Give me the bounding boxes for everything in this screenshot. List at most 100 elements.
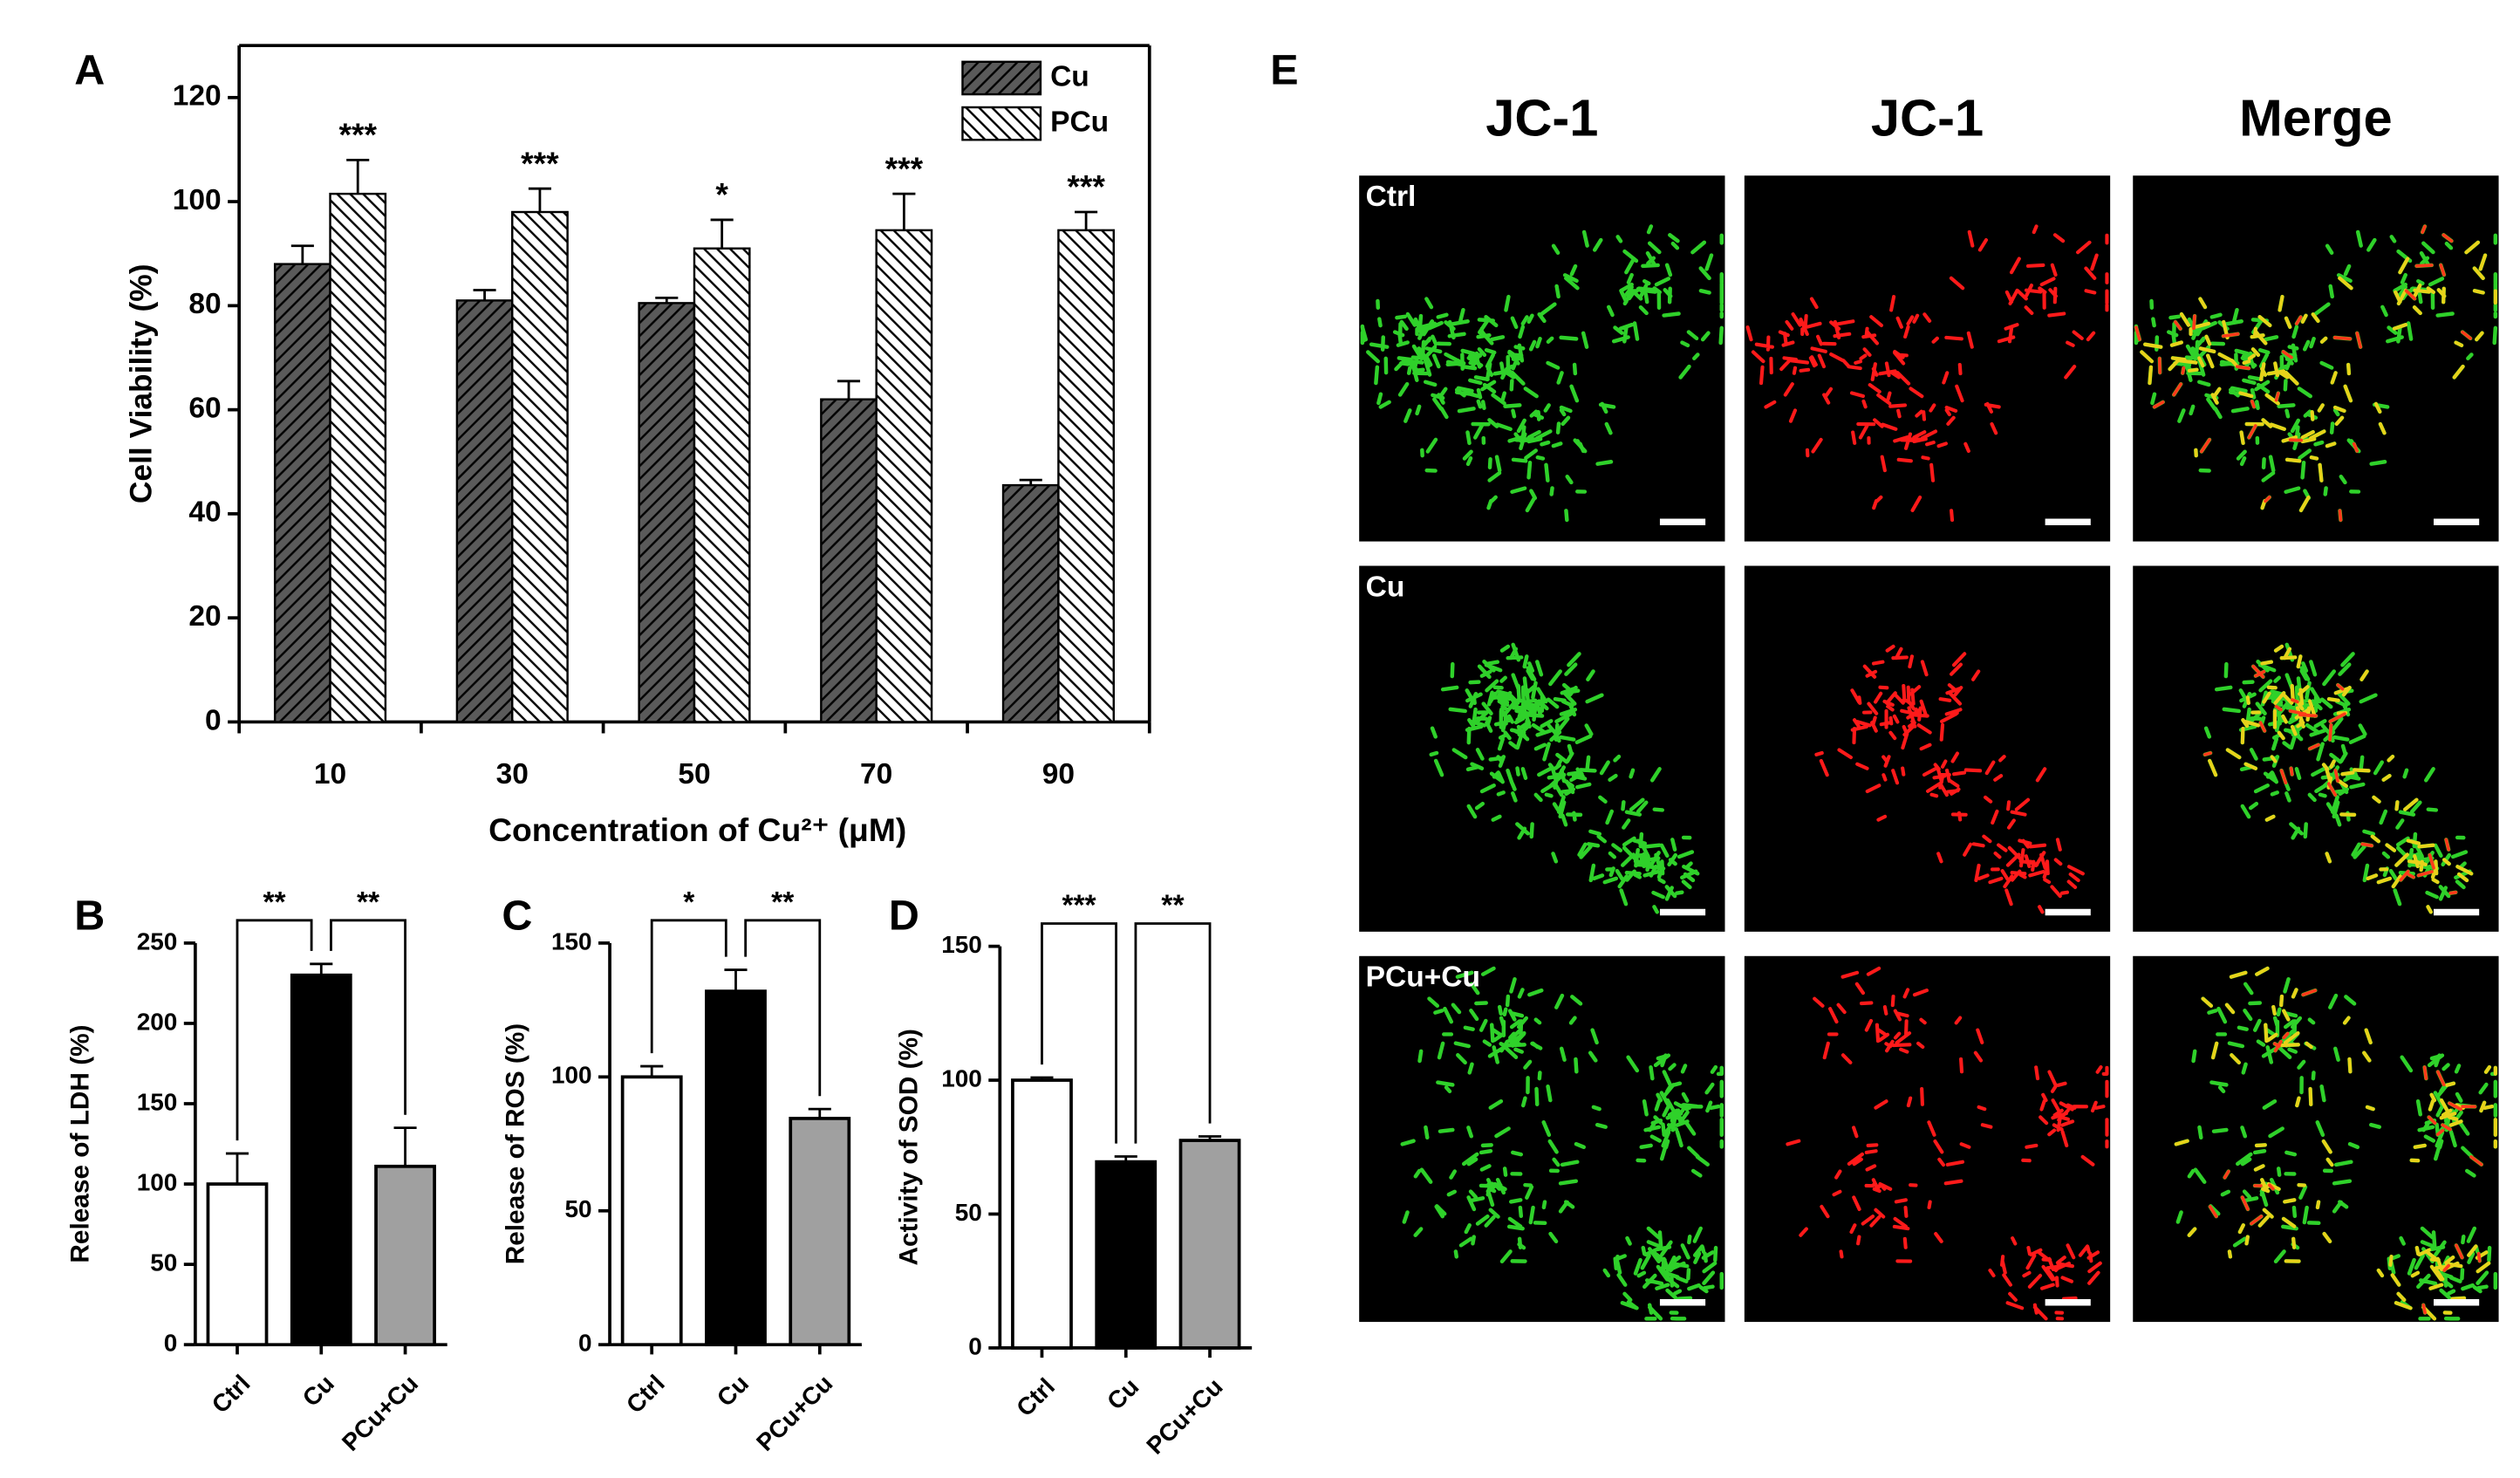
significance-label: *** — [885, 150, 924, 187]
error-bar — [837, 380, 861, 400]
x-tick-label: 90 — [1042, 758, 1075, 790]
y-tick-label: 100 — [941, 1064, 982, 1091]
y-tick-label: 80 — [188, 288, 221, 320]
micrograph — [1744, 565, 2111, 932]
x-tick-label: Ctrl — [207, 1370, 256, 1419]
significance-bracket — [330, 919, 406, 1115]
x-tick-label: Ctrl — [621, 1370, 670, 1419]
legend-label: PCu — [1050, 106, 1109, 138]
error-bar — [528, 187, 551, 213]
significance-bracket — [1041, 922, 1117, 1144]
y-axis-label: Activity of SOD (%) — [895, 1029, 924, 1266]
x-tick-label: 30 — [496, 758, 529, 790]
error-bar — [310, 962, 333, 975]
y-tick-label: 20 — [188, 600, 221, 633]
error-bar — [892, 192, 916, 230]
error-bar — [655, 297, 679, 304]
y-tick-label: 150 — [941, 931, 982, 958]
bar — [875, 229, 933, 723]
x-tick-label: PCu+Cu — [751, 1370, 837, 1456]
bar — [511, 210, 569, 723]
error-bar — [1030, 1076, 1054, 1081]
mitochondria-red — [2202, 664, 2458, 895]
significance-bracket — [744, 919, 822, 1097]
error-bar — [1114, 1155, 1137, 1162]
error-bar — [640, 1064, 664, 1078]
mitochondria-red — [2134, 224, 2472, 522]
legend-swatch — [961, 106, 1042, 141]
significance-bracket — [236, 919, 313, 1141]
error-bar — [225, 1152, 249, 1185]
mitochondria-merge — [2174, 966, 2497, 1321]
y-tick-label: 0 — [205, 704, 222, 736]
mitochondria-red — [1786, 966, 2109, 1321]
significance-label: * — [715, 176, 728, 213]
bar — [455, 299, 514, 723]
mitochondria-red — [1814, 644, 2085, 914]
y-tick-label: 50 — [564, 1195, 591, 1222]
significance-label: * — [683, 886, 695, 919]
y-tick-label: 60 — [188, 392, 221, 424]
bar — [789, 1117, 851, 1347]
y-tick-label: 150 — [137, 1088, 178, 1115]
mitochondria-merge — [2140, 240, 2497, 513]
x-tick-label: Cu — [712, 1370, 754, 1412]
column-title: JC-1 — [1871, 89, 1984, 147]
bar — [1011, 1078, 1073, 1350]
bar — [290, 973, 352, 1347]
significance-label: ** — [263, 886, 286, 919]
error-bar — [473, 289, 496, 301]
y-axis-label: Cell Viability (%) — [124, 263, 159, 503]
y-tick-label: 100 — [173, 184, 222, 216]
y-tick-label: 100 — [137, 1168, 178, 1195]
y-tick-label: 250 — [137, 927, 178, 955]
bar — [329, 192, 387, 723]
error-bar — [1198, 1135, 1222, 1141]
y-axis-label: Release of ROS (%) — [502, 1023, 530, 1265]
y-tick-label: 200 — [137, 1008, 178, 1035]
significance-label: *** — [1062, 890, 1096, 922]
x-tick-label: PCu+Cu — [1141, 1372, 1227, 1459]
error-bar — [808, 1107, 831, 1119]
significance-label: *** — [521, 145, 559, 181]
bar — [206, 1182, 269, 1347]
error-bar — [346, 158, 370, 195]
significance-label: ** — [1161, 890, 1185, 922]
row-label: Cu — [1366, 571, 1405, 603]
y-tick-label: 0 — [164, 1330, 178, 1357]
bar — [1095, 1160, 1158, 1350]
x-axis-label: Concentration of Cu²⁺ (μM) — [488, 811, 906, 848]
bar — [693, 247, 751, 723]
row-label: PCu+Cu — [1366, 961, 1480, 994]
error-bar — [724, 968, 748, 992]
panel-letter: E — [1270, 47, 1298, 94]
significance-bracket — [1134, 922, 1212, 1144]
error-bar — [1019, 478, 1042, 486]
panel-letter: C — [502, 893, 532, 940]
error-bar — [1075, 210, 1098, 230]
mitochondria-red — [1745, 224, 2109, 523]
mitochondria-green — [1400, 966, 1724, 1321]
significance-label: *** — [1067, 168, 1105, 205]
x-tick-label: 10 — [314, 758, 346, 790]
y-tick-label: 150 — [551, 927, 592, 955]
significance-bracket — [650, 919, 727, 1054]
significance-label: ** — [357, 886, 380, 919]
column-title: JC-1 — [1485, 89, 1598, 147]
micrograph — [1744, 175, 2111, 542]
row-label: Ctrl — [1366, 181, 1417, 213]
x-tick-label: 50 — [678, 758, 710, 790]
legend-swatch — [961, 60, 1042, 96]
panel-letter: B — [74, 893, 105, 940]
panel-letter: A — [74, 47, 105, 94]
legend-label: Cu — [1050, 60, 1089, 92]
micrograph — [2133, 565, 2499, 932]
y-tick-label: 100 — [551, 1062, 592, 1089]
bar — [620, 1075, 683, 1347]
y-tick-label: 50 — [150, 1249, 177, 1276]
x-tick-label: Cu — [297, 1370, 339, 1412]
bar — [273, 263, 331, 723]
bar — [1178, 1139, 1241, 1350]
